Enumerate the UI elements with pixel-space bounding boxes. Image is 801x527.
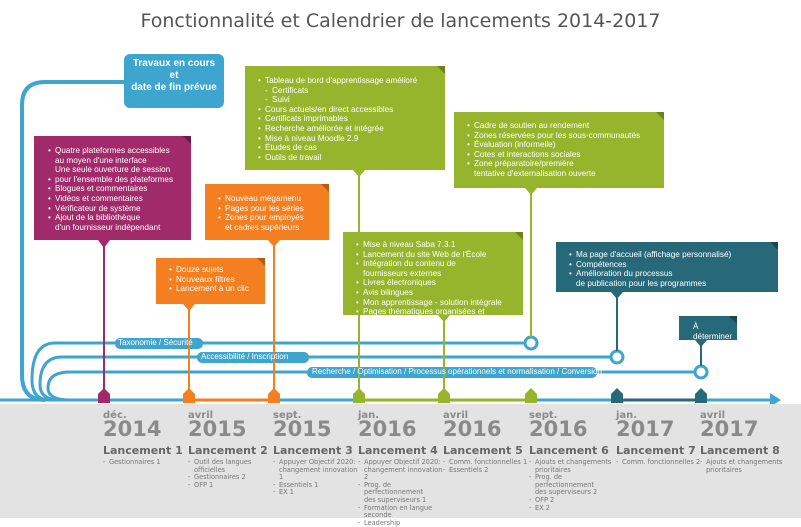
milestone-year: 2016 [529, 417, 588, 441]
bar-pill-2 [197, 352, 309, 363]
bar-accessibilite-line [38, 355, 613, 402]
milestone-6: sept. 2016 Lancement 6 Ajouts et changem… [529, 410, 619, 512]
milestone-name: Lancement 6 [529, 444, 609, 457]
milestone-year: 2014 [103, 417, 162, 441]
bar-label-accessibilite: Accessibilité / Inscription [201, 352, 289, 361]
legend-box: Travaux en cours et date de fin prévue [124, 54, 224, 108]
timeline-arrow-icon [770, 393, 781, 407]
milestone-year: 2017 [700, 417, 759, 441]
milestone-2: avril 2015 Lancement 2 Outil des langues… [188, 410, 278, 489]
bar-pill-3 [307, 367, 597, 378]
axis-marker-1 [98, 388, 110, 403]
milestone-year: 2016 [443, 417, 502, 441]
feature-box-8: À déterminer [679, 316, 737, 341]
page-title: Fonctionnalité et Calendrier de lancemen… [140, 10, 661, 32]
legend-connector [20, 80, 124, 402]
bar-label-taxonomie: Taxonomie / Sécurité [118, 338, 193, 347]
bar-pill-1 [115, 338, 203, 349]
milestone-year: 2015 [273, 417, 332, 441]
milestone-8: avril 2017 Lancement 8 Ajouts et changem… [700, 410, 790, 474]
milestone-month: déc. [103, 410, 127, 421]
feature-box-6: Cadre de soutien au rendement Zones rése… [454, 112, 664, 188]
feature-box-1: Quatre plateformes accessibles au moyen … [34, 136, 191, 240]
milestone-month: sept. [273, 410, 302, 421]
milestone-4: jan. 2016 Lancement 4 Appuyer Objectif 2… [358, 410, 448, 527]
bar-taxonomie-line [30, 341, 528, 402]
milestone-year: 2015 [188, 417, 247, 441]
milestone-name: Lancement 5 [443, 444, 523, 457]
feature-box-7: Ma page d'accueil (affichage personnalis… [556, 242, 778, 292]
feature-box-2-list: Douze sujets Nouveaux filtres Lancement … [156, 258, 265, 304]
milestone-month: sept. [529, 410, 558, 421]
milestone-name: Lancement 7 [616, 444, 696, 457]
milestone-month: avril [443, 410, 469, 421]
milestone-month: avril [700, 410, 726, 421]
feature-box-5: Mise à niveau Saba 7.3.1 Lancement du si… [343, 232, 523, 326]
milestone-5: avril 2016 Lancement 5 Comm. fonctionnel… [443, 410, 533, 474]
milestone-name: Lancement 2 [188, 444, 268, 457]
feature-box-3: Nouveau mégamenu Pages pour les séries Z… [205, 184, 329, 240]
milestone-1: déc. 2014 Lancement 1 Gestionnaires 1 [103, 410, 193, 467]
milestone-3: sept. 2015 Lancement 3 Appuyer Objectif … [273, 410, 363, 497]
milestone-name: Lancement 3 [273, 444, 353, 457]
milestone-name: Lancement 8 [700, 444, 780, 457]
feature-box-4: Tableau de bord d'apprentissage amélioré… [245, 66, 445, 170]
milestone-month: avril [188, 410, 214, 421]
milestone-year: 2017 [616, 417, 675, 441]
milestone-month: jan. [358, 410, 380, 421]
bar-recherche-line [46, 370, 697, 402]
milestone-year: 2016 [358, 417, 417, 441]
milestone-name: Lancement 1 [103, 444, 183, 457]
milestone-name: Lancement 4 [358, 444, 438, 457]
milestone-7: jan. 2017 Lancement 7 Comm. fonctionnell… [616, 410, 706, 467]
bar-label-recherche: Recherche / Optimisation / Processus opé… [312, 367, 602, 376]
milestone-month: jan. [616, 410, 638, 421]
